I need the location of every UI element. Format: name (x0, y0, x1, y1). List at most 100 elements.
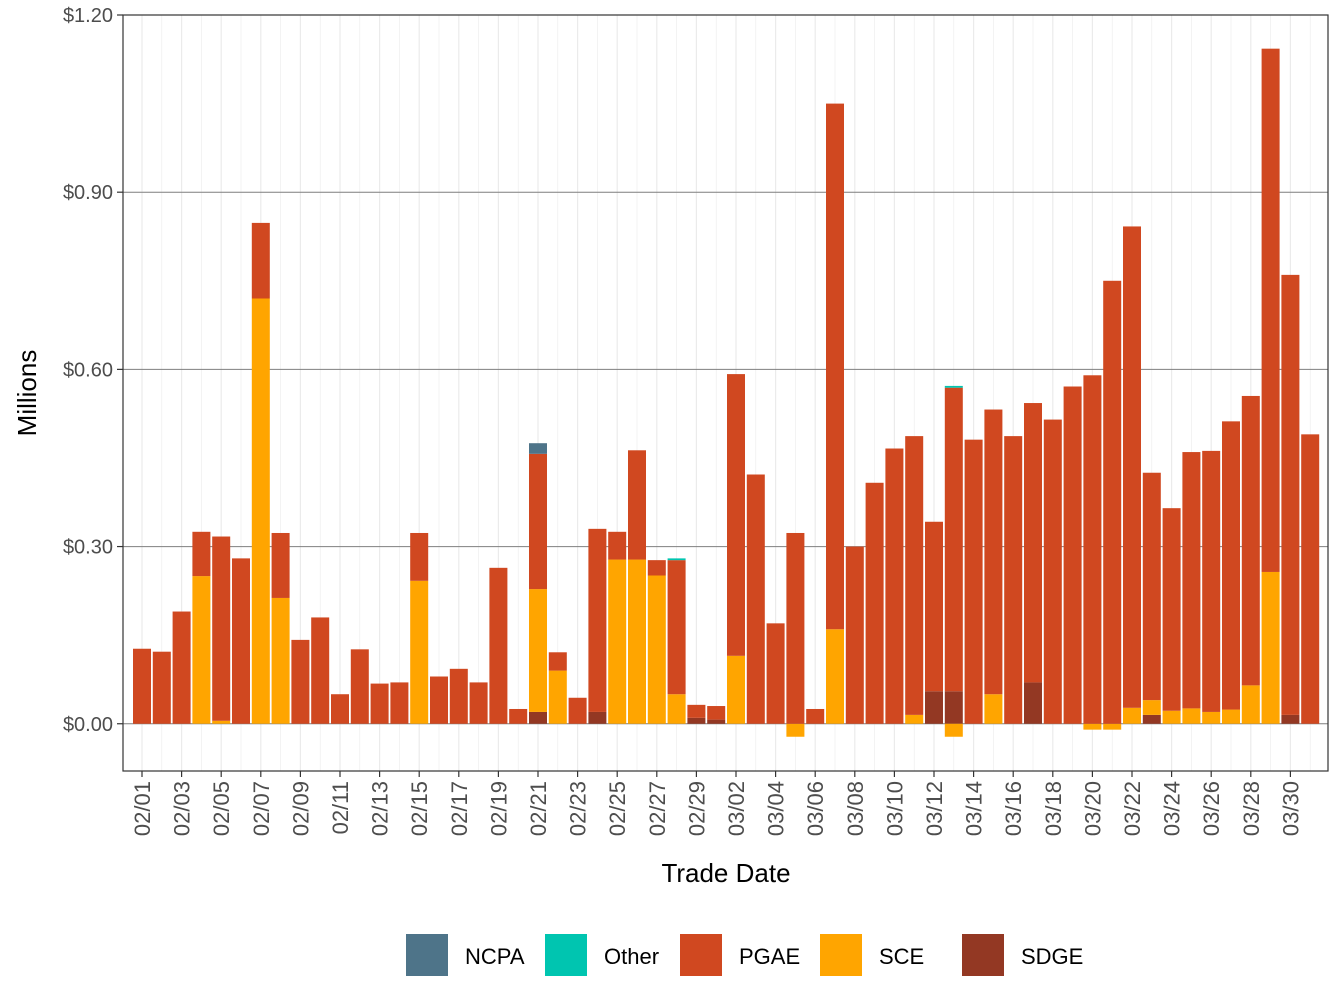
bar-segment (905, 436, 924, 715)
bar-segment (548, 670, 567, 724)
bar-segment (984, 409, 1003, 695)
bar-segment (1123, 226, 1141, 708)
x-tick-label: 03/18 (1041, 781, 1066, 836)
bar-segment (1182, 452, 1201, 709)
bar-segment (529, 443, 547, 454)
bar-segment (529, 589, 547, 712)
bar-segment (1162, 508, 1181, 711)
bar-segment (410, 580, 429, 724)
x-tick-label: 02/01 (130, 781, 155, 836)
x-tick-label: 03/30 (1278, 781, 1303, 836)
legend-label: SCE (879, 944, 924, 969)
legend-key (680, 934, 722, 976)
bar-segment (311, 617, 330, 724)
bar-segment (647, 560, 666, 576)
bar-segment (1241, 395, 1260, 686)
y-tick-label: $1.20 (63, 5, 113, 27)
bar-segment (707, 706, 726, 720)
bar-segment (1103, 723, 1122, 730)
x-tick-label: 02/03 (170, 781, 195, 836)
bar-segment (628, 559, 646, 724)
bar-segment (331, 694, 349, 724)
x-tick-label: 02/27 (645, 781, 670, 836)
bar-segment (588, 528, 607, 712)
bar-segment (152, 651, 171, 724)
x-tick-label: 02/05 (209, 781, 234, 836)
bar-segment (1241, 685, 1260, 724)
bar-segment (1142, 700, 1161, 715)
bar-segment (746, 474, 765, 724)
legend-key (545, 934, 587, 976)
bar-segment (271, 597, 290, 724)
bar-segment (944, 385, 963, 388)
bar-segment (826, 103, 844, 630)
x-tick-label: 03/08 (843, 781, 868, 836)
legend-label: NCPA (465, 944, 525, 969)
legend-label: Other (604, 944, 659, 969)
bar-segment (786, 723, 805, 737)
bar-segment (212, 720, 231, 724)
bar-segment (885, 448, 904, 724)
bar-segment (568, 697, 587, 724)
x-tick-label: 03/04 (764, 781, 789, 836)
bar-segment (707, 719, 726, 724)
bar-segment (1202, 450, 1221, 712)
bar-segment (1123, 707, 1141, 724)
legend-key (820, 934, 862, 976)
bar-segment (1222, 709, 1240, 724)
bar-segment (410, 532, 429, 581)
bar-segment (192, 531, 211, 577)
bar-segment (1142, 472, 1161, 701)
bar-segment (1222, 421, 1240, 710)
legend-label: SDGE (1021, 944, 1083, 969)
bar-segment (944, 691, 963, 724)
bar-segment (667, 694, 686, 724)
bar-segment (944, 387, 963, 692)
x-tick-label: 03/26 (1199, 781, 1224, 836)
x-tick-label: 02/07 (249, 781, 274, 836)
x-tick-label: 03/28 (1239, 781, 1264, 836)
bar-segment (172, 611, 191, 724)
bar-segment (509, 708, 528, 724)
bar-segment (1281, 274, 1300, 715)
x-tick-label: 03/02 (724, 781, 749, 836)
x-tick-label: 03/06 (803, 781, 828, 836)
bar-segment (271, 532, 290, 598)
bar-segment (350, 649, 369, 724)
x-tick-label: 02/25 (605, 781, 630, 836)
x-tick-label: 03/24 (1160, 781, 1185, 836)
y-tick-label: $0.90 (63, 182, 113, 204)
bar-segment (1182, 708, 1201, 724)
bar-segment (251, 298, 270, 724)
x-tick-label: 03/14 (962, 781, 987, 836)
bar-segment (291, 639, 310, 724)
bar-segment (687, 704, 706, 718)
x-tick-label: 03/10 (882, 781, 907, 836)
legend-key (406, 934, 448, 976)
bar-segment (964, 439, 983, 724)
bar-segment (826, 629, 844, 724)
x-tick-label: 03/12 (922, 781, 947, 836)
x-tick-label: 02/15 (407, 781, 432, 836)
bar-segment (1043, 419, 1062, 724)
bar-segment (370, 683, 389, 724)
bar-segment (1202, 711, 1221, 724)
bar-segment (548, 652, 567, 671)
bar-segment (192, 576, 211, 724)
bar-segment (251, 222, 270, 299)
legend-key (962, 934, 1004, 976)
bar-segment (1142, 714, 1161, 724)
bar-segment (133, 648, 151, 724)
bar-segment (212, 536, 231, 721)
bar-segment (1281, 714, 1300, 724)
legend-label: PGAE (739, 944, 800, 969)
bar-segment (628, 450, 646, 560)
bar-segment (786, 532, 805, 724)
bar-segment (806, 708, 825, 724)
bar-segment (1261, 571, 1280, 724)
panel-border (122, 14, 1329, 772)
bar-segment (1261, 48, 1280, 572)
bar-segment (1024, 403, 1042, 683)
bar-segment (944, 723, 963, 737)
